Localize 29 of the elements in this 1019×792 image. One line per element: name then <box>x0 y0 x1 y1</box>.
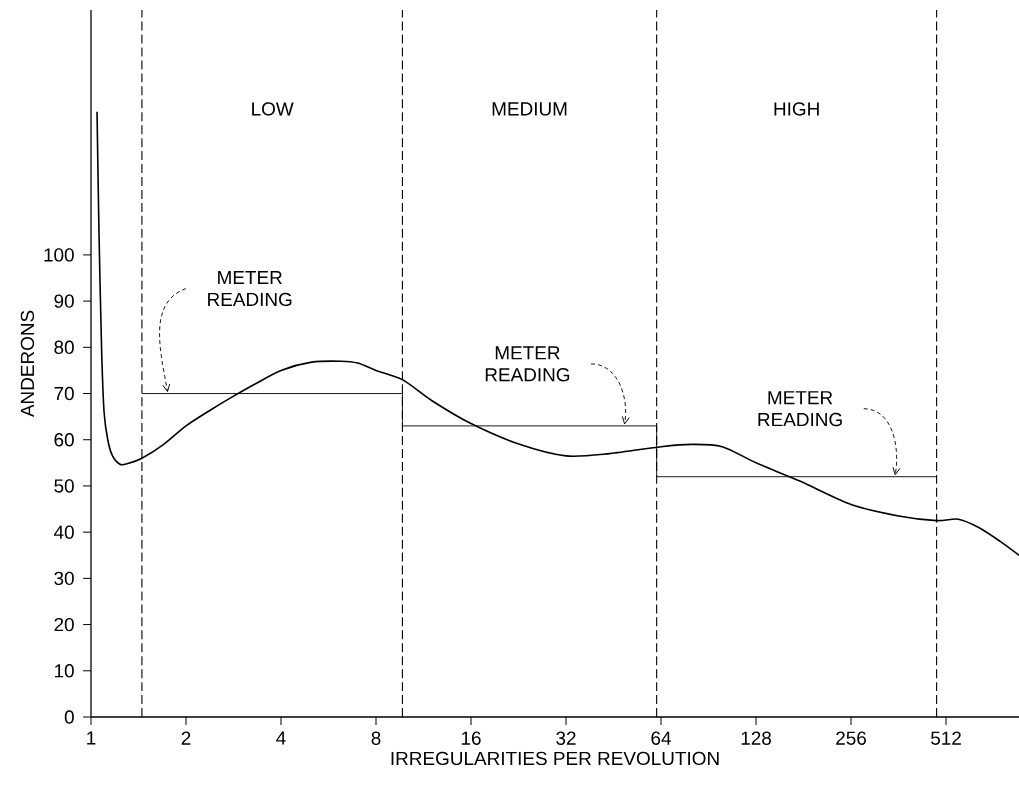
x-tick-label: 2 <box>181 731 191 745</box>
x-tick-label: 4 <box>276 731 286 745</box>
y-tick-label: 50 <box>54 479 74 493</box>
x-tick-label: 32 <box>556 731 576 745</box>
annotation: METER READING <box>485 346 570 382</box>
y-tick-label: 60 <box>54 433 74 447</box>
x-tick-label: 1 <box>87 731 96 745</box>
x-tick-label: 256 <box>836 731 866 745</box>
annotation: MEDIUM <box>492 102 567 116</box>
y-axis-title: ANDERONS <box>20 310 35 418</box>
x-tick-label: 128 <box>741 731 771 745</box>
y-tick-label: 80 <box>54 340 74 355</box>
y-tick-label: 90 <box>54 294 74 308</box>
y-tick-label: 70 <box>54 386 74 401</box>
y-tick-label: 100 <box>44 248 74 262</box>
x-tick-label: 8 <box>371 731 381 745</box>
y-tick-label: 30 <box>54 571 74 586</box>
x-axis-title: IRREGULARITIES PER REVOLUTION <box>391 751 719 766</box>
annotation: HIGH <box>774 102 819 116</box>
annotation: METER READING <box>758 391 842 427</box>
x-tick-label: 512 <box>931 731 961 745</box>
x-tick-label: 16 <box>461 731 481 745</box>
y-tick-label: 40 <box>53 525 74 539</box>
x-tick-label: 64 <box>651 731 671 745</box>
y-tick-label: 0 <box>64 710 74 724</box>
annotation: LOW <box>252 102 294 116</box>
annotation: METER READING <box>208 270 292 307</box>
y-tick-label: 10 <box>54 664 74 678</box>
y-tick-label: 20 <box>54 617 74 632</box>
